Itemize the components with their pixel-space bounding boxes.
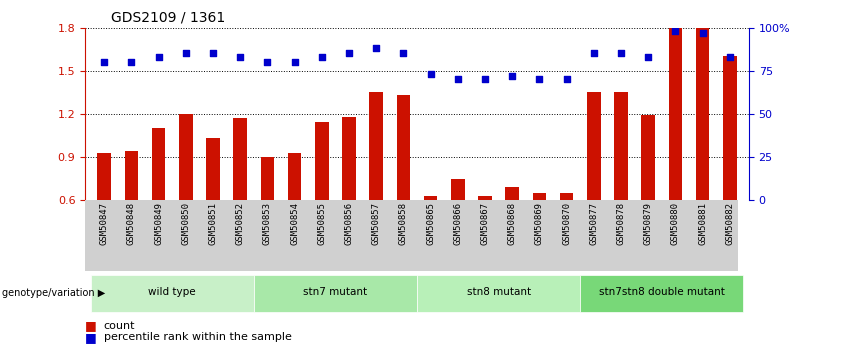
Text: GSM50870: GSM50870 (563, 202, 571, 245)
Text: percentile rank within the sample: percentile rank within the sample (104, 333, 292, 342)
Text: ■: ■ (85, 319, 101, 333)
Point (424, 71, 437, 77)
Point (478, 77, 492, 82)
Bar (90, 275, 254, 312)
Point (369, 46, 383, 51)
Bar (342, 117, 356, 200)
Text: GSM50850: GSM50850 (181, 202, 191, 245)
Bar (505, 187, 519, 200)
Bar (233, 118, 247, 200)
Bar (723, 56, 737, 200)
Point (151, 54, 165, 60)
Bar (179, 114, 192, 200)
Point (342, 51, 356, 56)
Point (723, 54, 737, 60)
Text: GSM50866: GSM50866 (454, 202, 462, 245)
Bar (424, 196, 437, 200)
Bar (97, 152, 111, 200)
Text: count: count (104, 321, 135, 331)
Point (288, 59, 301, 65)
Point (614, 51, 628, 56)
Text: GSM50849: GSM50849 (154, 202, 163, 245)
Text: GSM50867: GSM50867 (481, 202, 489, 245)
Bar (315, 122, 328, 200)
Text: GSM50847: GSM50847 (100, 202, 109, 245)
Bar (587, 92, 601, 200)
Text: GSM50881: GSM50881 (698, 202, 707, 245)
Text: GSM50878: GSM50878 (616, 202, 625, 245)
Point (179, 51, 192, 56)
Point (397, 51, 410, 56)
Text: ■: ■ (85, 331, 101, 344)
Bar (669, 28, 683, 200)
Bar (260, 157, 274, 200)
Bar (560, 193, 574, 200)
Point (260, 59, 274, 65)
Bar (642, 115, 655, 200)
Bar (124, 151, 138, 200)
Text: GSM50879: GSM50879 (643, 202, 653, 245)
Text: genotype/variation ▶: genotype/variation ▶ (2, 288, 105, 298)
Bar (478, 196, 492, 200)
Bar (369, 92, 383, 200)
Bar (614, 92, 628, 200)
Text: GSM50852: GSM50852 (236, 202, 245, 245)
Point (97, 59, 111, 65)
Point (533, 77, 546, 82)
Text: GDS2109 / 1361: GDS2109 / 1361 (111, 10, 225, 24)
Text: GSM50882: GSM50882 (725, 202, 734, 245)
Text: wild type: wild type (148, 287, 196, 297)
Bar (254, 275, 417, 312)
Point (505, 73, 519, 79)
Text: GSM50865: GSM50865 (426, 202, 435, 245)
Point (206, 51, 220, 56)
Point (315, 54, 328, 60)
Text: stn7 mutant: stn7 mutant (303, 287, 368, 297)
Text: stn8 mutant: stn8 mutant (466, 287, 531, 297)
Bar (696, 28, 710, 200)
Bar (580, 275, 744, 312)
Bar (288, 152, 301, 200)
Text: stn7stn8 double mutant: stn7stn8 double mutant (599, 287, 725, 297)
Text: GSM50855: GSM50855 (317, 202, 326, 245)
Point (642, 54, 655, 60)
Bar (533, 193, 546, 200)
Text: GSM50869: GSM50869 (535, 202, 544, 245)
Point (669, 28, 683, 34)
Text: GSM50854: GSM50854 (290, 202, 299, 245)
Point (451, 77, 465, 82)
Bar (397, 95, 410, 200)
Point (696, 30, 710, 36)
Bar (151, 128, 165, 200)
Text: GSM50856: GSM50856 (345, 202, 353, 245)
Text: GSM50858: GSM50858 (399, 202, 408, 245)
Text: GSM50880: GSM50880 (671, 202, 680, 245)
Point (233, 54, 247, 60)
Point (560, 77, 574, 82)
Bar (417, 275, 580, 312)
Text: GSM50877: GSM50877 (589, 202, 598, 245)
Text: GSM50857: GSM50857 (372, 202, 380, 245)
Bar (206, 138, 220, 200)
Bar (451, 178, 465, 200)
Text: GSM50848: GSM50848 (127, 202, 136, 245)
Point (124, 59, 138, 65)
Text: GSM50868: GSM50868 (508, 202, 517, 245)
Text: GSM50851: GSM50851 (208, 202, 218, 245)
Point (587, 51, 601, 56)
Text: GSM50853: GSM50853 (263, 202, 271, 245)
